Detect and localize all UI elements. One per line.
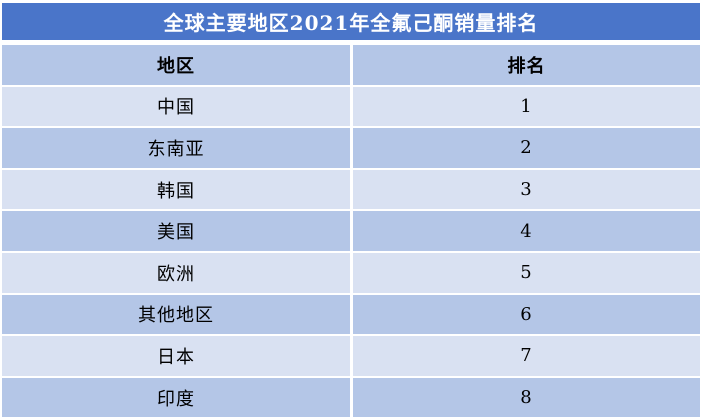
rank-cell: 6 [353, 294, 700, 335]
rank-cell: 1 [353, 86, 700, 127]
rank-cell: 5 [353, 252, 700, 293]
rank-cell: 4 [353, 211, 700, 251]
rank-cell: 3 [353, 169, 700, 210]
table-row: 印度 8 [2, 377, 700, 418]
region-cell: 东南亚 [2, 128, 350, 168]
table-row: 韩国 3 [2, 169, 700, 210]
column-header-region: 地区 [2, 45, 350, 85]
table-row: 日本 7 [2, 336, 700, 376]
region-cell: 中国 [2, 86, 350, 127]
region-cell: 印度 [2, 377, 350, 418]
column-header-rank: 排名 [353, 45, 700, 85]
table-row: 其他地区 6 [2, 294, 700, 335]
rank-cell: 2 [353, 128, 700, 168]
header-row: 地区 排名 [2, 45, 700, 85]
region-cell: 欧洲 [2, 252, 350, 293]
rank-cell: 7 [353, 336, 700, 376]
region-cell: 其他地区 [2, 294, 350, 335]
ranking-table: 地区 排名 中国 1 东南亚 2 韩国 3 美国 4 欧洲 5 其他地区 6 [2, 45, 700, 418]
region-cell: 日本 [2, 336, 350, 376]
table-row: 东南亚 2 [2, 128, 700, 168]
table-title: 全球主要地区2021年全氟己酮销量排名 [2, 3, 700, 40]
table-row: 美国 4 [2, 211, 700, 251]
region-cell: 韩国 [2, 169, 350, 210]
table-row: 中国 1 [2, 86, 700, 127]
region-cell: 美国 [2, 211, 350, 251]
table-row: 欧洲 5 [2, 252, 700, 293]
rank-cell: 8 [353, 377, 700, 418]
